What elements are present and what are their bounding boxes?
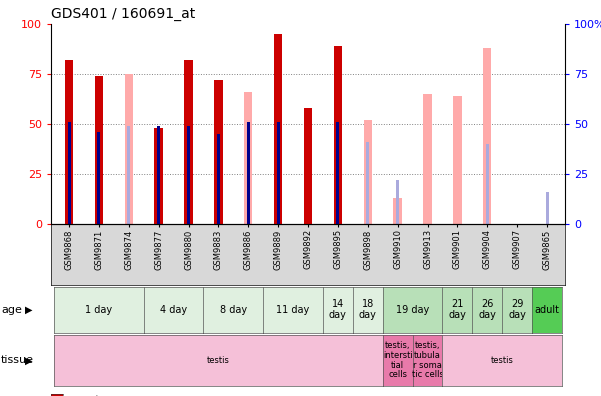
Bar [97,132,100,224]
Text: testis,
intersti
tial
cells: testis, intersti tial cells [383,341,412,379]
Bar [154,128,163,224]
Text: ▶: ▶ [25,355,32,366]
Bar [124,74,133,224]
Text: 29
day: 29 day [508,299,526,320]
Text: tissue: tissue [1,355,34,366]
Bar [65,60,73,224]
Bar [364,120,372,224]
Bar [337,122,340,224]
Text: count: count [70,395,100,396]
Bar [276,122,279,224]
Bar [247,142,250,224]
Bar [334,46,342,224]
Bar [423,94,432,224]
Text: 8 day: 8 day [220,305,247,315]
Bar [187,126,190,224]
Bar [486,144,489,224]
Bar [546,192,549,224]
Bar [274,34,282,224]
Text: GDS401 / 160691_at: GDS401 / 160691_at [51,8,195,21]
Bar [304,108,312,224]
Text: 4 day: 4 day [160,305,187,315]
Text: testis: testis [491,356,514,365]
Text: age: age [1,305,22,315]
Text: adult: adult [534,305,560,315]
Text: 11 day: 11 day [276,305,310,315]
Bar [185,60,193,224]
Bar [214,80,222,224]
Text: 14
day: 14 day [329,299,347,320]
Bar [453,96,462,224]
Text: 18
day: 18 day [359,299,377,320]
Bar [247,122,250,224]
Text: testis,
tubula
r soma
tic cells: testis, tubula r soma tic cells [412,341,444,379]
Bar [67,122,70,224]
Text: ▶: ▶ [25,305,32,315]
Bar [366,142,369,224]
Bar [244,92,252,224]
Bar [157,126,160,224]
Text: 21
day: 21 day [448,299,466,320]
Text: testis: testis [207,356,230,365]
Bar [396,180,399,224]
Text: 19 day: 19 day [396,305,429,315]
Bar [127,126,130,224]
Text: 1 day: 1 day [85,305,112,315]
Bar [217,134,220,224]
Bar [95,76,103,224]
Bar [394,198,402,224]
Text: 26
day: 26 day [478,299,496,320]
Bar [483,48,492,224]
